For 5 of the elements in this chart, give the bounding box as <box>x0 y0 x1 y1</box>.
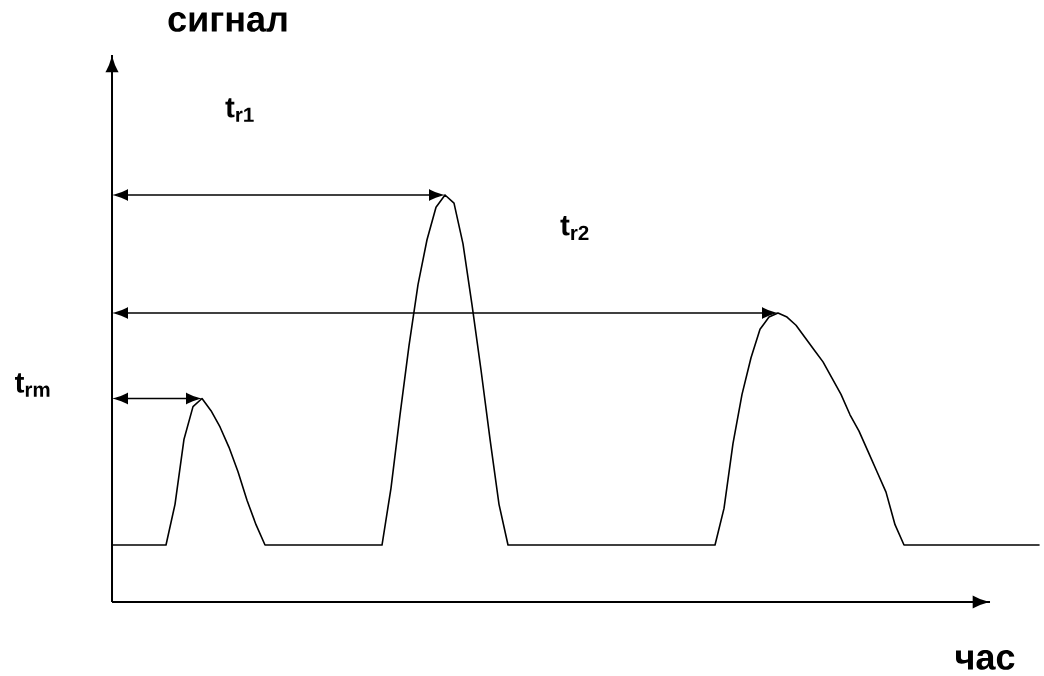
annotation: t$_{r2}$ <box>560 216 589 240</box>
text: t$_{r1}$ <box>225 98 254 122</box>
text: t$_{rm}$ <box>15 373 50 397</box>
y-axis-title: сигнал <box>168 12 287 32</box>
x-axis-title: час <box>956 650 1015 670</box>
